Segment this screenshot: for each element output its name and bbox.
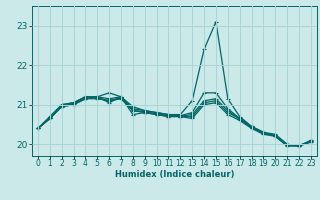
- X-axis label: Humidex (Indice chaleur): Humidex (Indice chaleur): [115, 170, 234, 179]
